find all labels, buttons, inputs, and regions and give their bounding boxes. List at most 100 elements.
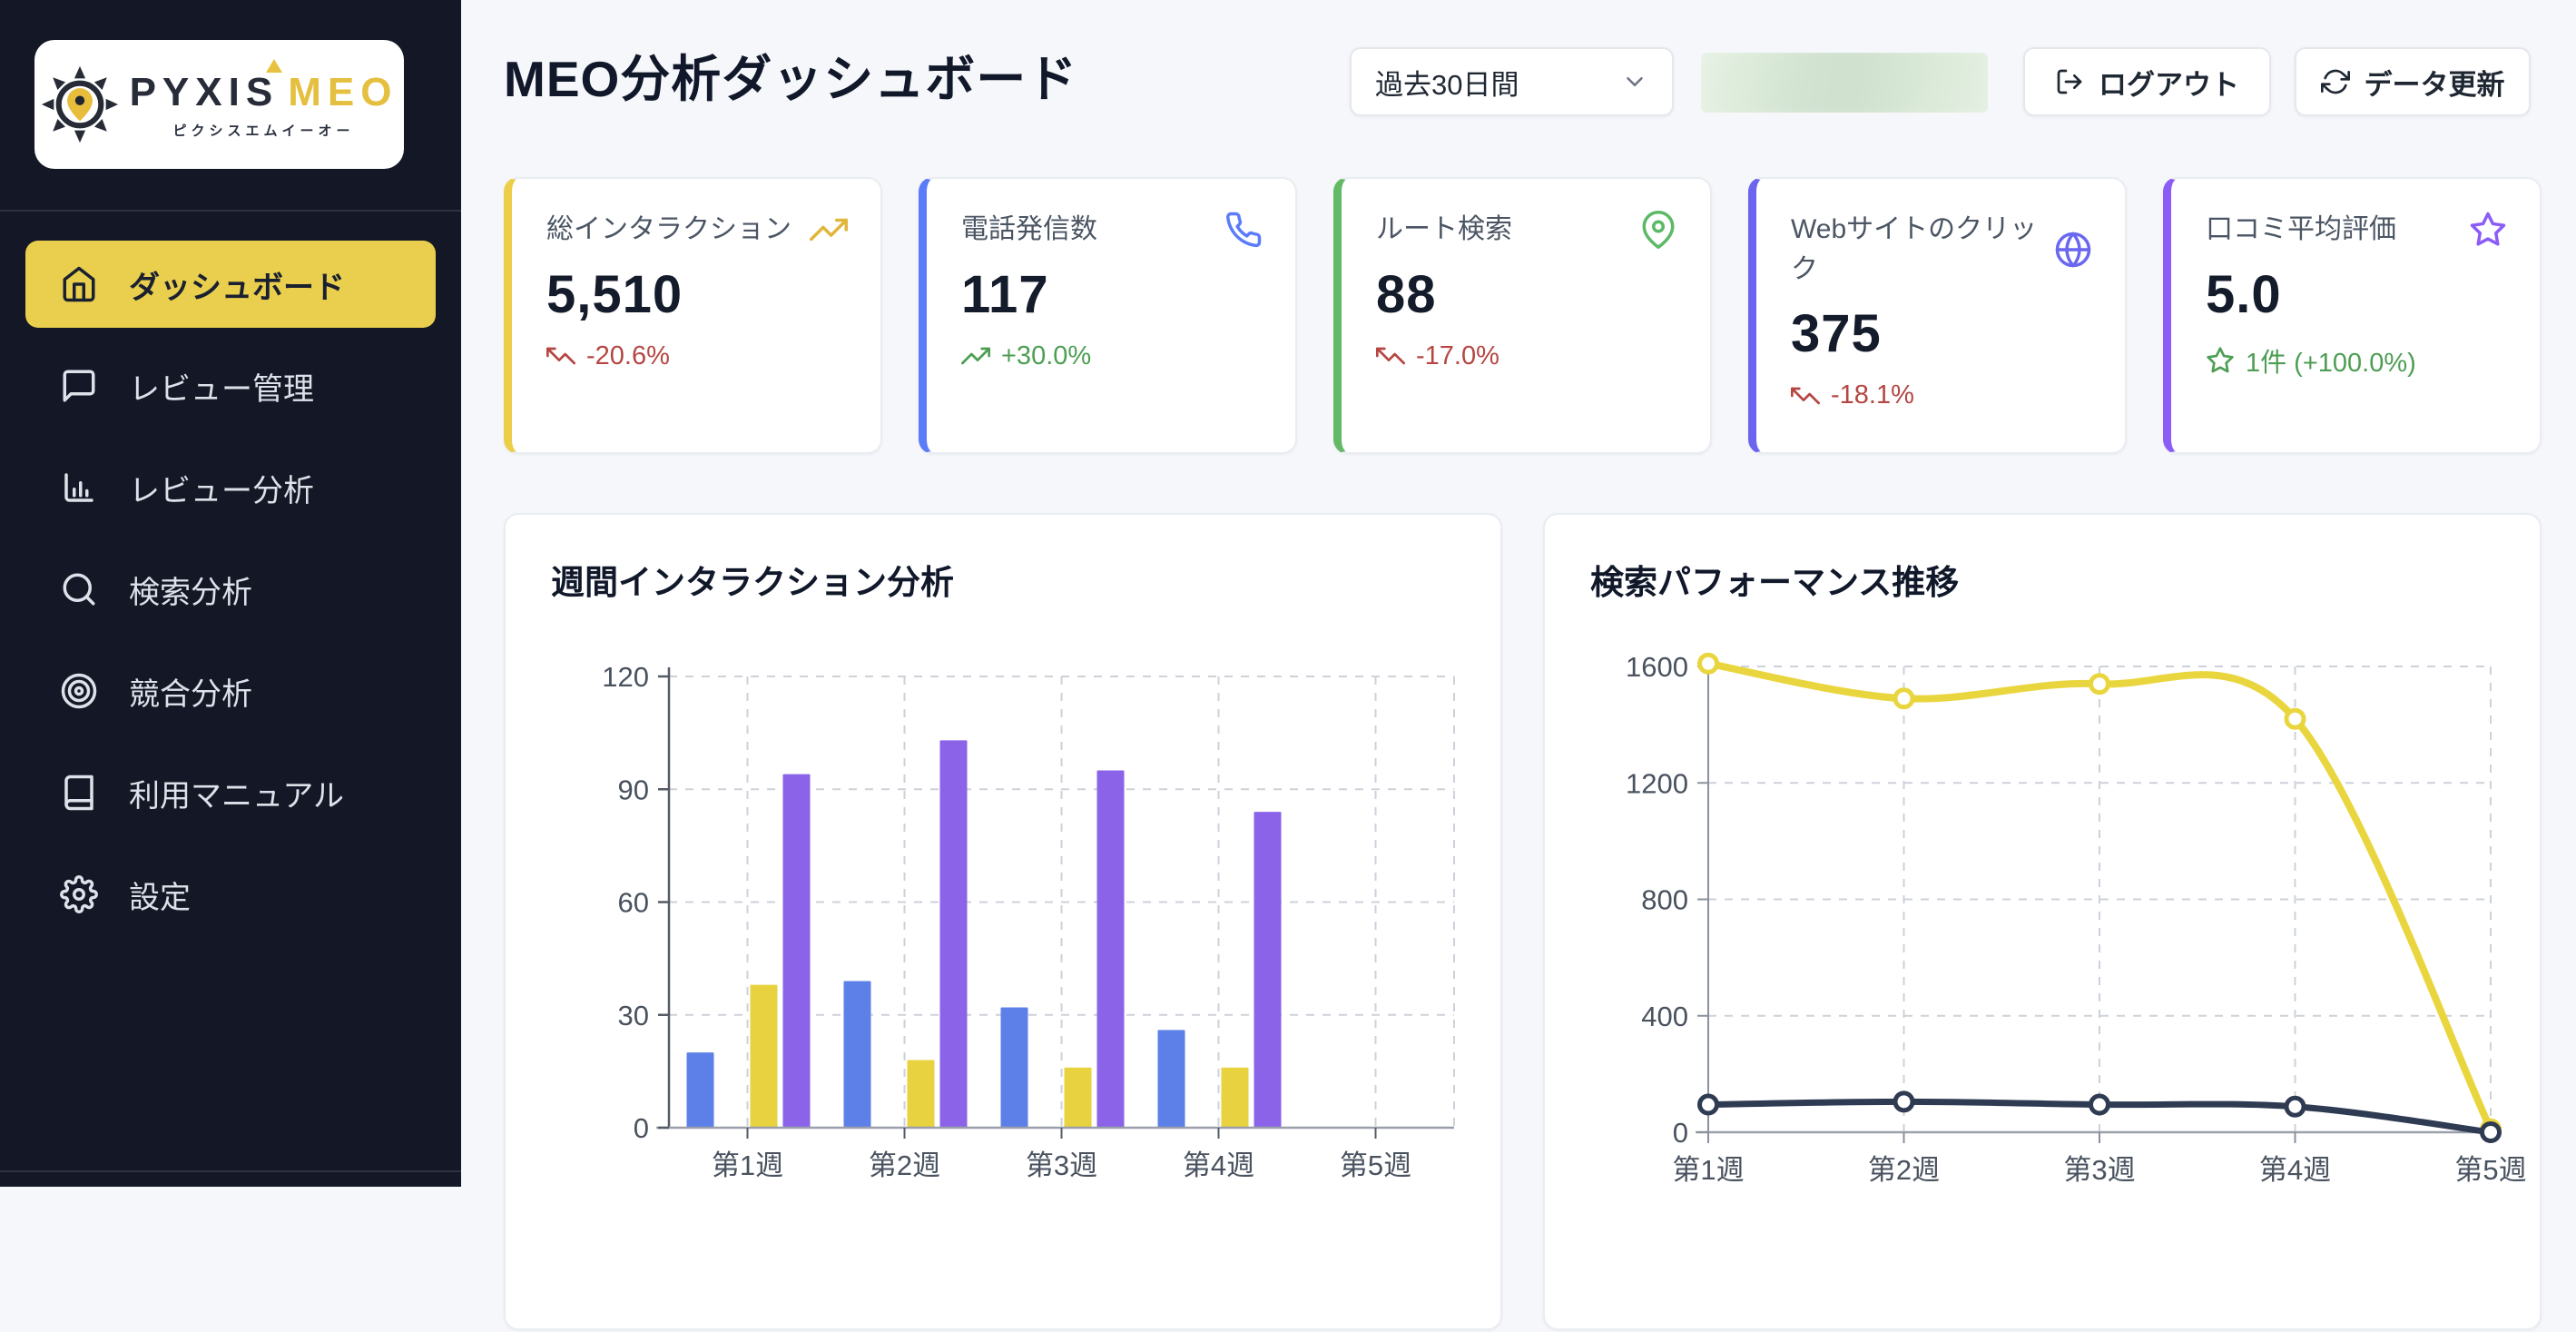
svg-text:60: 60: [618, 887, 649, 919]
line-chart-title: 検索パフォーマンス推移: [1590, 564, 1960, 601]
stat-card-change: -18.1%: [1791, 380, 2092, 410]
sidebar-bottom-divider: [0, 1170, 461, 1172]
bar-chart-icon: [64, 473, 93, 502]
sidebar-item-dashboard[interactable]: ダッシュボード: [25, 241, 436, 328]
sidebar-item-label: 競合分析: [129, 676, 252, 712]
sidebar-item-label: レビュー分析: [129, 473, 314, 508]
stat-card-change: -20.6%: [546, 341, 848, 371]
sidebar-item-competitor-analysis[interactable]: 競合分析: [25, 647, 436, 735]
logout-label: ログアウト: [2099, 68, 2239, 101]
trending-down-icon: [1376, 347, 1405, 365]
sidebar-item-label: 設定: [129, 880, 191, 915]
svg-text:0: 0: [1673, 1117, 1688, 1149]
sidebar-item-review-management[interactable]: レビュー管理: [25, 342, 436, 429]
stat-card-value: 5.0: [2206, 264, 2282, 324]
map-pin-icon: [1642, 210, 1675, 249]
sidebar: PYXIS MEO ピクシスエムイーオー ダッシュボードレビュー管理 レビュー分析…: [0, 0, 461, 1187]
sidebar-item-search-analysis[interactable]: 検索分析: [25, 546, 436, 633]
redacted-blur: [1701, 53, 1988, 113]
stat-card-change: 1件 (+100.0%): [2206, 341, 2507, 380]
svg-text:第3週: 第3週: [1026, 1149, 1097, 1181]
svg-text:30: 30: [618, 1000, 649, 1031]
svg-text:第4週: 第4週: [1183, 1149, 1254, 1181]
sidebar-item-label: レビュー管理: [129, 371, 314, 407]
svg-text:1600: 1600: [1626, 651, 1688, 683]
svg-text:第5週: 第5週: [2454, 1154, 2526, 1186]
search-performance-line-chart: 0 400 800 1200 1600 第1週 第2週 第3週 第4週 第5週: [1626, 651, 2527, 1186]
stat-card-website-clicks: Webサイトのクリック 375 -18.1%: [1748, 177, 2127, 454]
stat-card-total-interactions: 総インタラクション 5,510 -20.6%: [504, 177, 882, 454]
svg-text:120: 120: [602, 661, 649, 693]
stat-card-review-average-rating: 口コミ平均評価 5.0 1件 (+100.0%): [2163, 177, 2542, 454]
trending-up-icon: [810, 218, 848, 241]
chevron-down-icon: [1627, 77, 1643, 86]
stat-card-label: 口コミ平均評価: [2206, 214, 2396, 244]
redacted-business-name: [1701, 53, 1988, 113]
refresh-data-button[interactable]: データ更新: [2295, 47, 2531, 116]
sidebar-nav: ダッシュボードレビュー管理 レビュー分析 検索分析競合分析利用マニュアル設定: [0, 241, 461, 952]
svg-text:800: 800: [1641, 884, 1688, 916]
star-icon: [2470, 212, 2506, 246]
svg-text:第3週: 第3週: [2063, 1154, 2135, 1186]
stat-card-change-text: 1件 (+100.0%): [2246, 348, 2416, 378]
stat-card-value: 117: [961, 264, 1049, 324]
brand-name-accent: MEO: [288, 69, 398, 114]
compass-logo-icon: [41, 65, 118, 143]
svg-text:第4週: 第4週: [2259, 1154, 2331, 1186]
refresh-icon: [2320, 69, 2350, 94]
period-select[interactable]: 過去30日間: [1350, 47, 1674, 116]
stat-card-change: +30.0%: [961, 341, 1263, 371]
globe-icon: [2055, 232, 2091, 267]
weekly-interaction-bar-chart: 0 30 60 90 120 第1週 第2週 第3週 第4週 第5週: [602, 661, 1455, 1181]
trending-up-icon: [961, 347, 990, 365]
settings-icon: [60, 875, 98, 913]
bar-chart-title: 週間インタラクション分析: [551, 564, 954, 601]
stats-row: 総インタラクション 5,510 -20.6% 電話発信数 117 +30.0% …: [504, 177, 2542, 454]
stat-card-label: ルート検索: [1376, 214, 1512, 244]
svg-text:1200: 1200: [1626, 767, 1688, 799]
sidebar-item-manual[interactable]: 利用マニュアル: [25, 749, 436, 836]
message-square-icon: [63, 370, 95, 402]
brand-text: PYXIS MEO ピクシスエムイーオー: [129, 58, 398, 140]
sidebar-item-label: 検索分析: [129, 575, 252, 610]
stat-card-value: 5,510: [546, 264, 683, 324]
stat-card-change-text: +30.0%: [1001, 340, 1092, 370]
stat-card-route-searches: ルート検索 88 -17.0%: [1333, 177, 1712, 454]
stat-card-label: 電話発信数: [961, 214, 1097, 244]
search-performance-chart-card: 0 400 800 1200 1600 第1週 第2週 第3週 第4週 第5週 検索パフォーマンス…: [1543, 513, 2542, 1330]
sidebar-item-settings[interactable]: 設定: [25, 851, 436, 938]
stat-card-change-text: -20.6%: [586, 340, 670, 370]
brand-name-primary: PYXIS: [129, 69, 280, 114]
trending-down-icon: [1791, 387, 1820, 404]
logout-icon: [2057, 69, 2082, 94]
svg-text:400: 400: [1641, 1001, 1688, 1032]
home-icon: [63, 266, 95, 302]
brand-i-caret: [265, 58, 282, 73]
star-icon: [2207, 346, 2234, 372]
refresh-label: データ更新: [2364, 68, 2505, 101]
brand-logo: PYXIS MEO ピクシスエムイーオー: [34, 40, 404, 169]
stat-card-value: 375: [1791, 304, 1882, 363]
book-icon: [64, 775, 93, 811]
stat-card-change-text: -18.1%: [1831, 380, 1914, 409]
brand-subtitle: ピクシスエムイーオー: [172, 123, 355, 139]
page-title: MEO分析ダッシュボード: [504, 51, 1078, 107]
stat-card-label: 総インタラクション: [546, 214, 791, 244]
stat-card-value: 88: [1376, 264, 1437, 324]
svg-text:90: 90: [618, 774, 649, 805]
svg-text:第2週: 第2週: [1868, 1154, 1940, 1186]
sidebar-top-divider: [0, 210, 461, 212]
weekly-interaction-chart-card: 0 30 60 90 120 第1週 第2週 第3週 第4週 第5週 週間インタラクション分析: [504, 513, 1502, 1330]
svg-text:第5週: 第5週: [1340, 1149, 1411, 1181]
search-icon: [63, 573, 95, 606]
stat-card-change-text: -17.0%: [1416, 340, 1499, 370]
stat-card-change: -17.0%: [1376, 341, 1677, 371]
svg-text:第1週: 第1週: [1672, 1154, 1744, 1186]
trending-down-icon: [546, 347, 575, 365]
stat-card-label: Webサイトのクリック: [1791, 214, 2038, 284]
period-select-value: 過去30日間: [1375, 68, 1519, 101]
logout-button[interactable]: ログアウト: [2023, 47, 2271, 116]
sidebar-item-review-analysis[interactable]: レビュー分析: [25, 444, 436, 531]
phone-icon: [1225, 212, 1262, 247]
